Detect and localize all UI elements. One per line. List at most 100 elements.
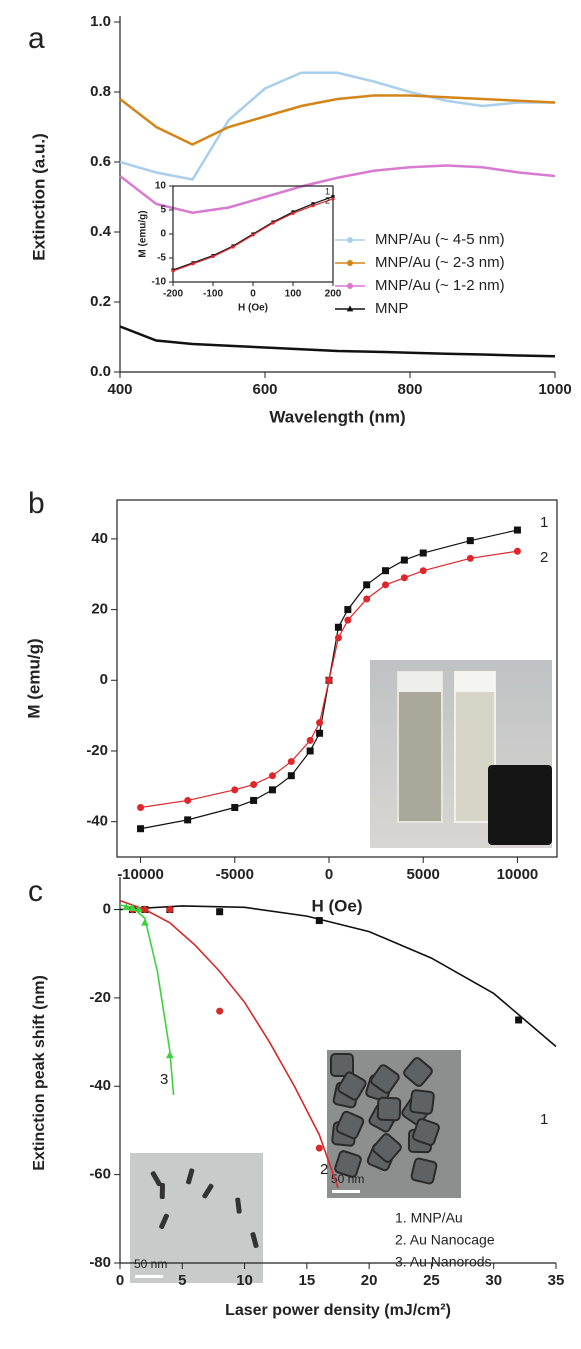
x-tick-label: 20 [361, 1272, 378, 1289]
marker [363, 581, 371, 589]
x-tick-label: 25 [423, 1272, 440, 1289]
series-label: 2 [325, 195, 330, 205]
marker [400, 574, 408, 582]
series-label: 1 [540, 514, 548, 531]
nanocage [376, 1096, 402, 1122]
series [119, 71, 555, 181]
nanorod [235, 1197, 242, 1214]
series-label: 3 [160, 1071, 168, 1088]
marker [306, 736, 314, 744]
legend-marker [347, 260, 353, 266]
panel-label: a [28, 22, 45, 55]
y-tick-label: 0.8 [90, 83, 111, 100]
series-label: 1 [325, 186, 330, 196]
y-axis-label: M (emu/g) [24, 638, 43, 718]
marker [268, 772, 276, 780]
legend-label: MNP/Au (~ 2-3 nm) [375, 254, 505, 271]
marker [316, 729, 324, 737]
series [171, 197, 335, 273]
marker [311, 202, 315, 206]
marker [331, 194, 335, 199]
marker [466, 537, 474, 545]
marker [325, 676, 333, 684]
marker [211, 254, 215, 259]
nanorod [159, 1183, 165, 1200]
x-tick-label: 0 [250, 289, 256, 300]
y-axis-label: Extinction peak shift (nm) [31, 975, 48, 1171]
y-tick-label: 20 [91, 601, 108, 618]
nanocage [403, 1057, 433, 1087]
marker [344, 616, 352, 624]
x-tick-label: -10000 [117, 866, 164, 883]
x-tick-label: 10000 [497, 866, 539, 883]
nanorod [186, 1168, 195, 1185]
x-tick-label: 0 [116, 1272, 124, 1289]
legend-label: MNP/Au (~ 1-2 nm) [375, 277, 505, 294]
marker [400, 556, 408, 564]
y-tick-label: 0.0 [90, 363, 111, 380]
marker [306, 747, 314, 755]
marker [122, 903, 131, 911]
marker [287, 758, 295, 766]
line [119, 164, 556, 215]
y-tick-label: 0 [160, 229, 166, 240]
nanocage [410, 1157, 438, 1185]
series [119, 903, 175, 1096]
marker [191, 262, 195, 266]
panel-label: b [28, 487, 45, 520]
marker [184, 816, 192, 824]
marker [363, 595, 371, 603]
x-tick-label: 5 [178, 1272, 186, 1289]
legend-marker [347, 237, 353, 243]
marker [184, 796, 192, 804]
nanorod [150, 1171, 162, 1187]
series [119, 164, 556, 215]
scale-label: 50 nm [331, 1172, 364, 1186]
y-tick-label: -40 [89, 1077, 111, 1094]
marker [141, 906, 149, 914]
marker [171, 269, 175, 273]
scale-label: 50 nm [134, 1257, 167, 1271]
marker [166, 906, 174, 914]
marker [128, 903, 137, 911]
legend-label: MNP/Au (~ 4-5 nm) [375, 231, 505, 248]
marker [268, 786, 276, 794]
marker [419, 567, 427, 575]
marker [137, 825, 145, 833]
legend-label: 2. Au Nanocage [395, 1232, 495, 1248]
marker [231, 245, 235, 249]
y-tick-label: -20 [89, 989, 111, 1006]
x-axis-label: Wavelength (nm) [269, 407, 405, 426]
x-tick-label: 800 [397, 381, 422, 398]
nanocage [372, 1133, 402, 1163]
y-tick-label: -80 [89, 1254, 111, 1271]
legend-label: 3. Au Nanorods [395, 1254, 492, 1270]
fit-line [119, 899, 339, 1189]
tem-image: 50 nm [130, 1153, 263, 1283]
marker [515, 1016, 523, 1024]
marker [291, 211, 295, 215]
photo [370, 660, 552, 848]
x-tick-label: 1000 [538, 381, 571, 398]
y-tick-label: 0.4 [90, 223, 112, 240]
x-tick-label: 15 [299, 1272, 316, 1289]
marker [513, 547, 521, 555]
y-tick-label: 0.2 [90, 293, 111, 310]
line [119, 94, 556, 146]
series-label: 1 [540, 1111, 548, 1128]
y-tick-label: 5 [160, 205, 166, 216]
y-tick-label: 0.6 [90, 153, 111, 170]
marker [315, 1144, 323, 1152]
legend-label: MNP [375, 300, 408, 317]
marker [134, 905, 143, 913]
nanorod [250, 1232, 259, 1249]
x-axis-label: H (Oe) [238, 303, 268, 314]
nanocage [334, 1150, 362, 1178]
scale-bar [135, 1275, 163, 1278]
x-tick-label: 5000 [407, 866, 440, 883]
series [137, 547, 521, 812]
x-tick-label: -100 [203, 289, 223, 300]
line [119, 71, 555, 181]
y-tick-label: 10 [155, 181, 167, 192]
y-tick-label: 40 [91, 530, 108, 547]
